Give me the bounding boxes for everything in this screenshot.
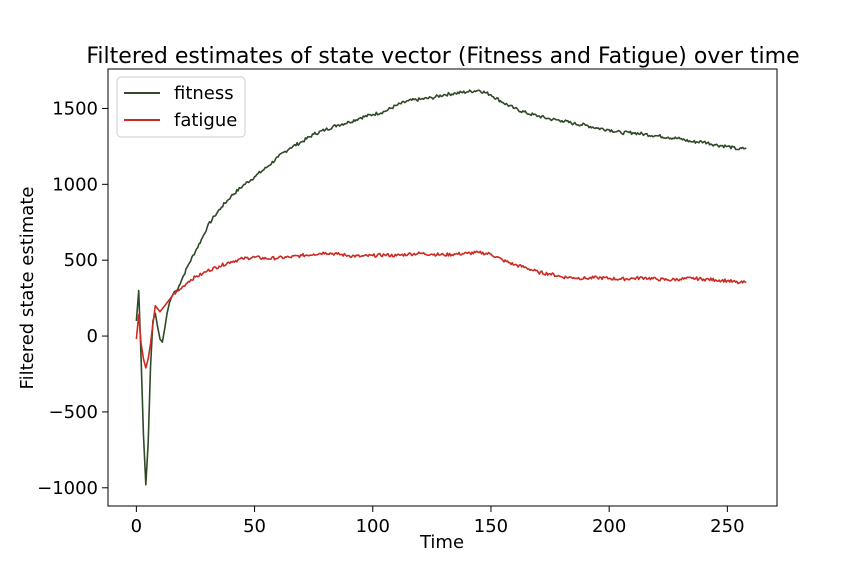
y-tick-label: 1000 — [52, 174, 98, 195]
x-axis-ticks: 0 50 100 150 200 250 — [131, 506, 745, 537]
series-lines — [135, 89, 747, 486]
x-tick-label: 0 — [131, 516, 142, 537]
y-axis-label: Filtered state estimate — [17, 187, 38, 390]
y-axis-ticks: −1000 −500 0 500 1000 1500 — [37, 98, 108, 499]
y-tick-label: 0 — [87, 326, 98, 347]
plot-area: 0 50 100 150 200 250 −1000 −500 0 500 1000 1500 — [37, 68, 778, 537]
y-tick-label: 500 — [64, 250, 98, 271]
x-tick-label: 250 — [710, 516, 744, 537]
legend-label-fitness: fitness — [174, 83, 234, 104]
x-tick-label: 100 — [356, 516, 390, 537]
x-axis-label: Time — [419, 532, 464, 553]
y-tick-label: 1500 — [52, 98, 98, 119]
series-line-fatigue — [135, 250, 747, 369]
x-tick-label: 50 — [243, 516, 266, 537]
x-tick-label: 200 — [592, 516, 626, 537]
chart-title: Filtered estimates of state vector (Fitn… — [86, 44, 799, 69]
y-tick-label: −1000 — [37, 478, 98, 499]
series-line-fitness — [135, 89, 747, 486]
plot-frame — [107, 68, 778, 507]
legend: fitness fatigue — [116, 76, 246, 138]
x-tick-label: 150 — [474, 516, 508, 537]
legend-label-fatigue: fatigue — [174, 110, 237, 131]
y-tick-label: −500 — [49, 402, 98, 423]
